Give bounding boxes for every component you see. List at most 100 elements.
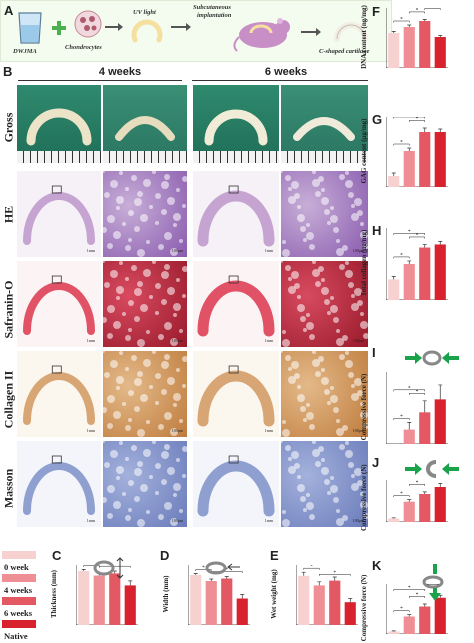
bar-6-weeks <box>109 573 121 625</box>
collagen-ii-tile-4w-zoom: 100μm <box>103 351 187 437</box>
collagen-ii-tile-4w-overview: 1mm <box>17 351 101 437</box>
error-bar <box>438 35 443 37</box>
panel-letter-h: H <box>372 223 382 238</box>
panel-letter-c: C <box>52 548 62 563</box>
error-bar <box>407 24 412 27</box>
significance-bracket <box>393 233 425 235</box>
scale-bar-label: 1mm <box>86 518 95 523</box>
error-bar <box>422 127 427 132</box>
bar-6-weeks <box>329 580 341 625</box>
significance-bracket <box>303 567 320 570</box>
bar-native <box>124 585 136 625</box>
chart-g: 010203040506070*** <box>386 117 448 187</box>
ruler <box>281 151 368 163</box>
c-ring-lateral-compression-icon <box>405 350 459 366</box>
significance-bracket <box>319 574 351 576</box>
significance-star: * <box>334 571 337 576</box>
significance-bracket <box>409 596 425 598</box>
bar-native <box>434 597 446 634</box>
significance-bracket <box>409 120 425 122</box>
chart-f: 050100150200250300**** <box>386 8 448 68</box>
legend-swatch <box>2 574 36 582</box>
error-bar <box>301 571 306 576</box>
significance-star: * <box>400 607 403 612</box>
implant-label-2: implantation <box>197 12 232 19</box>
masson-tile-4w-zoom: 100μm <box>103 441 187 527</box>
arrow-icon <box>105 23 123 31</box>
he-tile-4w-overview: 1mm <box>17 171 101 257</box>
dwjma-label: DWJMA <box>13 48 37 55</box>
safranin-o-tile-4w-zoom: 100μm <box>103 261 187 347</box>
error-bar <box>391 275 396 280</box>
significance-star: * <box>400 492 403 497</box>
scale-bar-label: 1mm <box>86 428 95 433</box>
gross-photo-4w-side <box>103 85 187 163</box>
error-bar <box>348 598 353 603</box>
safranin-o-tile-6w-zoom: 100μm <box>281 261 368 347</box>
collagen-ii-tile-6w-zoom: 100μm <box>281 351 368 437</box>
y-axis-label: Thickness (mm) <box>50 569 58 619</box>
bar-native <box>434 244 446 300</box>
bar-4-weeks <box>313 585 325 625</box>
significance-bracket <box>409 11 425 14</box>
y-axis-label: Wet weight (mg) <box>270 569 278 619</box>
error-bar <box>128 580 133 586</box>
significance-bracket <box>393 117 425 119</box>
panel-letter-d: D <box>160 548 170 563</box>
bar-6-weeks <box>419 132 431 187</box>
bar-4-weeks <box>403 151 415 187</box>
y-axis-label: Compressive force (N) <box>360 373 368 441</box>
arrow-icon <box>301 28 321 36</box>
bar-native <box>344 602 356 625</box>
arrow-icon <box>171 23 191 31</box>
significance-bracket <box>195 569 212 571</box>
bar-4-weeks <box>403 616 415 634</box>
bar-0-week <box>298 575 310 625</box>
width-ring-icon <box>205 561 240 575</box>
bar-0-week <box>388 518 400 522</box>
c-ring-icon <box>131 19 163 43</box>
result-label: C-shaped cartilage <box>319 48 370 55</box>
error-bar <box>422 244 427 248</box>
bar-0-week <box>388 631 400 634</box>
row-label-safranin-o: Safranin-O <box>1 280 16 339</box>
legend-label: 4 weeks <box>4 585 33 595</box>
significance-bracket <box>393 418 410 420</box>
error-bar <box>438 128 443 132</box>
bar-6-weeks <box>221 578 233 625</box>
error-bar <box>81 569 86 571</box>
scale-bar-label: 1mm <box>264 428 273 433</box>
timepoint-divider <box>192 80 368 81</box>
significance-star: * <box>400 18 403 23</box>
error-bar <box>422 400 427 413</box>
chart-e: 01020304050*** <box>296 565 358 625</box>
significance-star: * <box>408 230 411 235</box>
error-bar <box>438 241 443 245</box>
error-bar <box>407 614 412 617</box>
significance-bracket <box>409 393 425 395</box>
thickness-ring-icon <box>93 557 124 579</box>
error-bar <box>391 31 396 33</box>
bar-6-weeks <box>419 21 431 68</box>
error-bar <box>332 576 337 581</box>
error-bar <box>438 483 443 487</box>
timepoint-4-weeks: 4 weeks <box>98 66 142 78</box>
significance-star: * <box>202 566 205 571</box>
error-bar <box>422 603 427 607</box>
error-bar <box>407 147 412 151</box>
significance-star: * <box>310 565 313 570</box>
significance-star: * <box>400 141 403 146</box>
ruler <box>17 151 101 163</box>
ruler <box>103 151 187 163</box>
bar-4-weeks <box>403 264 415 300</box>
panel-letter-i: I <box>372 345 376 360</box>
error-bar <box>391 630 396 632</box>
error-bar <box>391 517 396 519</box>
bar-4-weeks <box>403 501 415 522</box>
c-ring-vertical-compression-icon <box>422 564 444 601</box>
error-bar <box>391 172 396 176</box>
bar-0-week <box>388 279 400 300</box>
error-bar <box>209 578 214 581</box>
chondrocytes-label: Chondrocytes <box>65 44 102 51</box>
error-bar <box>438 384 443 400</box>
